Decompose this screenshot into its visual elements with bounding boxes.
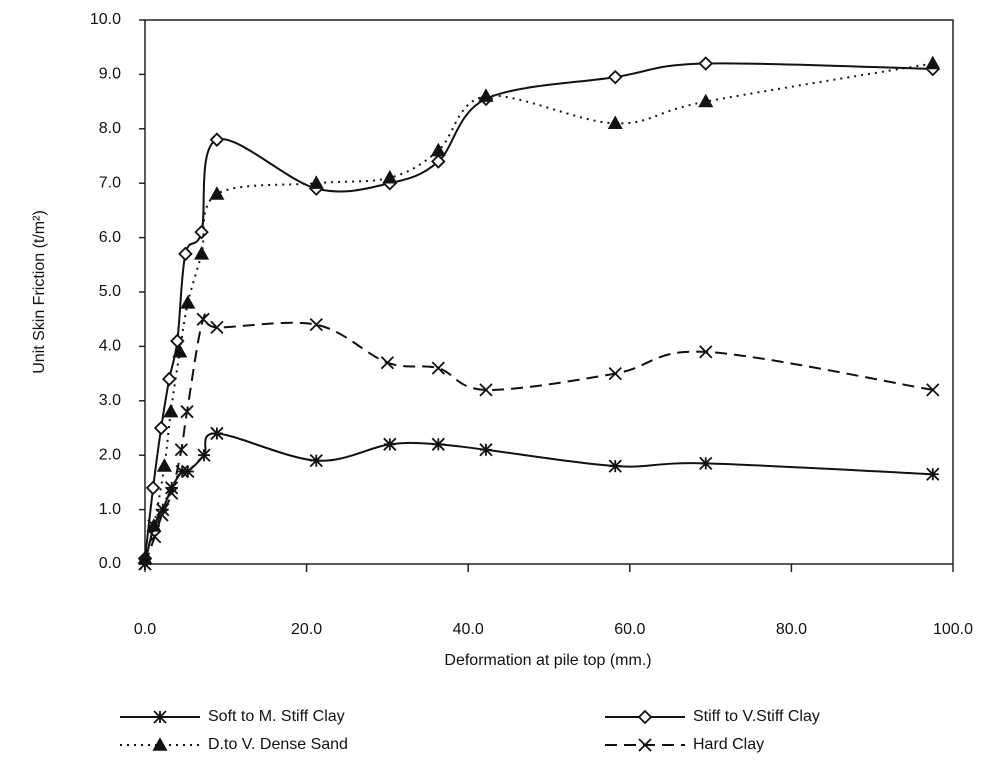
marker [148, 530, 162, 544]
y-tick-label: 8.0 [99, 120, 121, 137]
x-tick-label: 100.0 [933, 621, 973, 638]
legend-label: D.to V. Dense Sand [208, 736, 348, 753]
y-tick-label: 7.0 [99, 174, 121, 191]
marker [699, 456, 713, 470]
series-line [144, 313, 933, 565]
y-tick-label: 3.0 [99, 392, 121, 409]
marker [145, 480, 161, 496]
marker [608, 366, 622, 381]
legend-marker [153, 710, 167, 724]
marker [181, 464, 195, 479]
marker [155, 508, 169, 522]
marker [210, 320, 224, 334]
marker [698, 93, 714, 108]
marker [383, 437, 397, 451]
y-tick-label: 5.0 [99, 283, 121, 300]
marker [156, 502, 170, 517]
marker [194, 224, 209, 240]
x-axis-title: Deformation at pile top (mm.) [444, 652, 651, 669]
marker [607, 69, 623, 85]
plot-frame [144, 19, 954, 565]
marker [608, 459, 622, 473]
marker [309, 318, 323, 332]
marker [138, 557, 152, 571]
marker [146, 518, 162, 532]
marker [431, 437, 445, 451]
marker [161, 371, 177, 387]
marker [431, 361, 445, 375]
x-tick-label: 60.0 [614, 621, 645, 638]
marker [430, 142, 446, 157]
marker [382, 169, 398, 184]
y-tick-label: 1.0 [99, 501, 121, 518]
y-tick-label: 6.0 [99, 229, 121, 246]
legend-marker [152, 737, 168, 751]
legend-marker [638, 738, 652, 752]
marker [308, 175, 324, 189]
marker [165, 486, 179, 500]
marker [699, 345, 713, 359]
marker [607, 115, 623, 130]
marker [309, 454, 323, 468]
marker [172, 343, 188, 358]
y-axis-title: Unit Skin Friction (t/m²) [31, 210, 48, 374]
marker [380, 356, 395, 370]
marker [210, 426, 224, 441]
marker [926, 383, 940, 397]
y-tick-label: 4.0 [99, 338, 121, 355]
legend-marker [637, 709, 653, 725]
marker [194, 246, 210, 260]
marker [478, 88, 494, 102]
marker [698, 56, 714, 71]
marker [163, 403, 179, 418]
marker [180, 405, 194, 419]
y-tick-label: 10.0 [90, 11, 121, 28]
marker [196, 312, 210, 326]
x-tick-label: 80.0 [776, 621, 807, 638]
marker [174, 443, 188, 457]
y-tick-label: 2.0 [99, 446, 121, 463]
series-line [144, 432, 933, 565]
series-line [144, 62, 933, 559]
marker [209, 132, 225, 147]
legend-label: Hard Clay [693, 736, 764, 753]
x-tick-label: 40.0 [453, 621, 484, 638]
marker [431, 154, 446, 169]
marker [165, 481, 179, 495]
marker [197, 448, 211, 462]
marker [479, 383, 493, 397]
y-tick-label: 9.0 [99, 66, 121, 83]
series-line [144, 62, 933, 559]
marker [180, 295, 196, 309]
x-tick-label: 20.0 [291, 621, 322, 638]
marker [156, 458, 172, 472]
legend-label: Soft to M. Stiff Clay [208, 708, 345, 725]
marker [178, 246, 193, 262]
marker [209, 186, 225, 200]
marker [926, 467, 940, 481]
legend-label: Stiff to V.Stiff Clay [693, 708, 820, 725]
x-tick-label: 0.0 [134, 621, 156, 638]
y-tick-label: 0.0 [99, 555, 121, 572]
marker [153, 420, 169, 436]
marker [925, 55, 941, 70]
marker [479, 443, 493, 457]
